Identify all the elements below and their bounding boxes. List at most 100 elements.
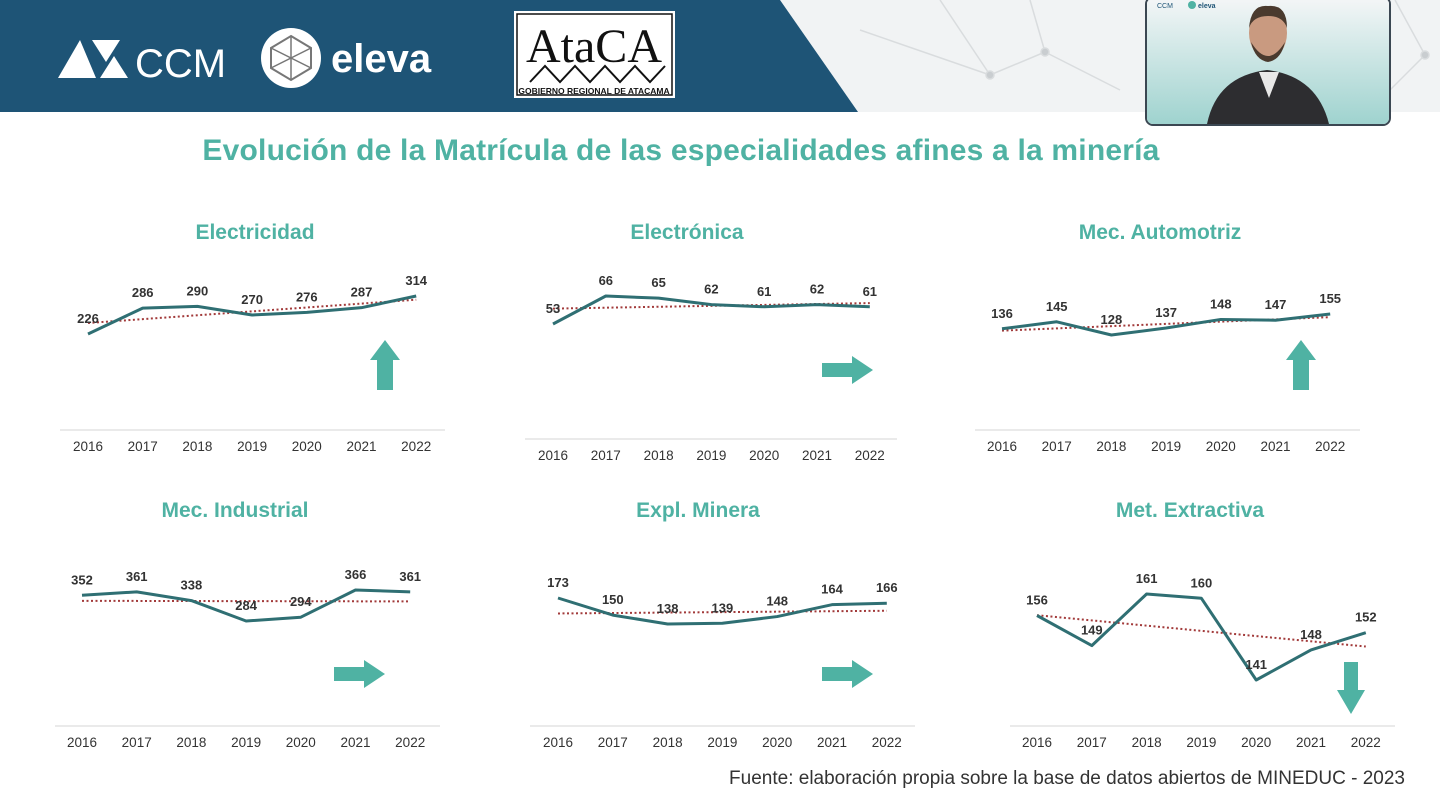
data-label: 338 bbox=[181, 578, 203, 593]
data-label: 173 bbox=[547, 575, 569, 590]
data-label: 128 bbox=[1101, 312, 1123, 327]
chart-mec-industrial: Mec. Industrial 352 361 338 284 294 366 361 2016… bbox=[55, 499, 440, 750]
data-label: 276 bbox=[296, 289, 318, 304]
chart-mec-automotriz: Mec. Automotriz 136 145 128 137 148 147 155 2016… bbox=[975, 221, 1360, 454]
webcam-feed: CCM eleva bbox=[1147, 0, 1389, 124]
x-tick-label: 2016 bbox=[987, 439, 1017, 454]
data-label: 148 bbox=[766, 594, 788, 609]
x-tick-label: 2020 bbox=[286, 735, 316, 750]
x-tick-label: 2016 bbox=[1022, 735, 1052, 750]
data-label: 65 bbox=[651, 275, 665, 290]
data-label: 61 bbox=[757, 284, 771, 299]
trend-arrow-right-icon bbox=[822, 660, 873, 688]
series-line bbox=[87, 294, 417, 336]
presenter-figure bbox=[1207, 5, 1329, 124]
data-label: 286 bbox=[132, 285, 154, 300]
data-label: 155 bbox=[1319, 291, 1341, 306]
source-note: Fuente: elaboración propia sobre la base… bbox=[729, 768, 1405, 789]
webcam-logo-eleva: eleva bbox=[1198, 3, 1216, 10]
x-tick-label: 2022 bbox=[395, 735, 425, 750]
slide-title: Evolución de la Matrícula de las especia… bbox=[202, 134, 1160, 167]
chart-electronica: Electrónica 53 66 65 62 61 62 61 2016 2017 2018 201… bbox=[525, 221, 897, 463]
chart-title: Mec. Automotriz bbox=[1079, 221, 1242, 244]
x-tick-label: 2019 bbox=[1151, 439, 1181, 454]
series-line bbox=[81, 588, 411, 623]
chart-title: Electrónica bbox=[630, 221, 744, 244]
chart-title: Expl. Minera bbox=[636, 499, 760, 522]
data-label: 147 bbox=[1265, 297, 1287, 312]
webcam-logo-ccm: CCM bbox=[1157, 3, 1173, 10]
x-tick-label: 2017 bbox=[1077, 735, 1107, 750]
trendline bbox=[81, 599, 411, 603]
x-tick-label: 2020 bbox=[292, 439, 322, 454]
x-tick-label: 2020 bbox=[749, 448, 779, 463]
network-pattern bbox=[859, 0, 1430, 91]
trendline bbox=[1001, 316, 1331, 332]
trendline bbox=[557, 609, 887, 615]
data-label: 361 bbox=[399, 569, 421, 584]
x-tick-label: 2019 bbox=[707, 735, 737, 750]
x-tick-label: 2019 bbox=[237, 439, 267, 454]
data-label: 287 bbox=[351, 285, 373, 300]
atacama-logo: AtaCA GOBIERNO REGIONAL DE ATACAMA bbox=[514, 11, 675, 98]
data-label: 61 bbox=[863, 284, 877, 299]
x-tick-label: 2021 bbox=[346, 439, 376, 454]
data-label: 160 bbox=[1191, 575, 1213, 590]
trend-arrow-up-icon bbox=[1286, 340, 1316, 390]
data-label: 137 bbox=[1155, 305, 1177, 320]
x-tick-label: 2017 bbox=[1042, 439, 1072, 454]
series-line bbox=[557, 596, 887, 626]
x-tick-label: 2017 bbox=[128, 439, 158, 454]
x-tick-label: 2019 bbox=[1186, 735, 1216, 750]
data-label: 62 bbox=[704, 282, 718, 297]
x-tick-label: 2021 bbox=[817, 735, 847, 750]
eleva-logo-text: eleva bbox=[331, 37, 432, 81]
data-label: 290 bbox=[187, 283, 209, 298]
x-tick-label: 2018 bbox=[644, 448, 674, 463]
x-tick-label: 2016 bbox=[67, 735, 97, 750]
data-label: 284 bbox=[235, 598, 257, 613]
data-label: 148 bbox=[1210, 296, 1232, 311]
x-tick-label: 2020 bbox=[1241, 735, 1271, 750]
data-label: 366 bbox=[345, 567, 367, 582]
data-label: 66 bbox=[599, 273, 613, 288]
x-tick-label: 2018 bbox=[182, 439, 212, 454]
x-tick-label: 2020 bbox=[1206, 439, 1236, 454]
trendline bbox=[87, 298, 417, 325]
x-tick-label: 2018 bbox=[1096, 439, 1126, 454]
x-tick-label: 2022 bbox=[872, 735, 902, 750]
data-label: 226 bbox=[77, 311, 99, 326]
x-tick-label: 2017 bbox=[591, 448, 621, 463]
x-tick-label: 2022 bbox=[401, 439, 431, 454]
x-tick-label: 2019 bbox=[231, 735, 261, 750]
data-label: 352 bbox=[71, 572, 93, 587]
chart-met-extractiva: Met. Extractiva 156 149 161 160 141 148 152 2016… bbox=[1010, 499, 1395, 750]
x-tick-label: 2018 bbox=[1132, 735, 1162, 750]
data-label: 166 bbox=[876, 580, 898, 595]
series-line bbox=[1036, 592, 1367, 682]
trend-arrow-right-icon bbox=[334, 660, 385, 688]
data-label: 150 bbox=[602, 592, 624, 607]
trend-arrow-down-icon bbox=[1337, 662, 1365, 714]
chart-expl-minera: Expl. Minera 173 150 138 139 148 164 166 2016 201… bbox=[530, 499, 915, 750]
series-line bbox=[552, 294, 870, 326]
data-label: 156 bbox=[1026, 593, 1048, 608]
x-tick-label: 2016 bbox=[538, 448, 568, 463]
chart-electricidad: Electricidad 226 286 290 270 276 287 314 2016 201… bbox=[60, 221, 445, 454]
eleva-logo: eleva bbox=[261, 28, 432, 88]
data-label: 136 bbox=[991, 306, 1013, 321]
atacama-logo-subtitle: GOBIERNO REGIONAL DE ATACAMA bbox=[518, 86, 669, 96]
data-label: 361 bbox=[126, 569, 148, 584]
ccm-logo-text: CCM bbox=[135, 42, 226, 86]
data-label: 294 bbox=[290, 594, 312, 609]
webcam-overlay: CCM eleva bbox=[1145, 0, 1391, 126]
data-label: 62 bbox=[810, 282, 824, 297]
atacama-logo-text: AtaCA bbox=[526, 20, 662, 73]
trend-arrow-up-icon bbox=[370, 340, 400, 390]
x-tick-label: 2017 bbox=[122, 735, 152, 750]
x-tick-label: 2022 bbox=[1315, 439, 1345, 454]
chart-title: Met. Extractiva bbox=[1116, 499, 1265, 522]
data-label: 145 bbox=[1046, 299, 1068, 314]
ccm-logo: CCM bbox=[58, 40, 226, 86]
